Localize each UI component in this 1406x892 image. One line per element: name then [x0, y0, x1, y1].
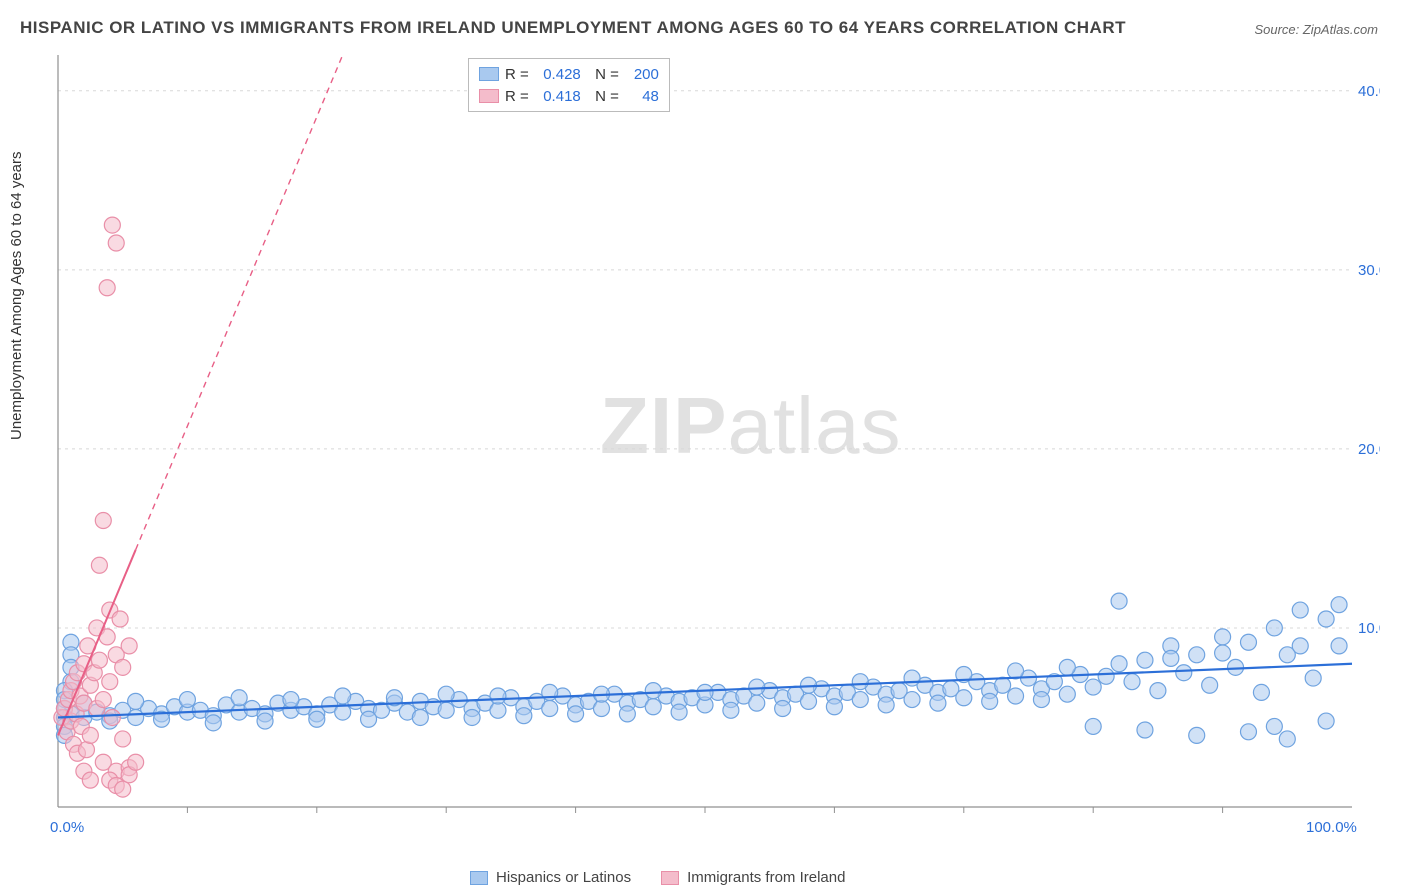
legend-r-label: R = — [505, 88, 529, 105]
legend-swatch-pink-icon — [661, 871, 679, 885]
svg-text:20.0%: 20.0% — [1358, 441, 1380, 458]
legend-n-value-blue: 200 — [625, 66, 659, 83]
legend-swatch-blue-icon — [470, 871, 488, 885]
x-tick-max: 100.0% — [1306, 819, 1357, 836]
series-legend: Hispanics or Latinos Immigrants from Ire… — [470, 869, 845, 886]
svg-text:40.0%: 40.0% — [1358, 83, 1380, 100]
legend-row-blue: R = 0.428 N = 200 — [479, 63, 659, 85]
legend-swatch-blue — [479, 67, 499, 81]
legend-row-pink: R = 0.418 N = 48 — [479, 85, 659, 107]
x-tick-min: 0.0% — [50, 819, 84, 836]
legend-item-blue: Hispanics or Latinos — [470, 869, 631, 886]
legend-label-blue: Hispanics or Latinos — [496, 869, 631, 886]
legend-r-value-blue: 0.428 — [535, 66, 581, 83]
legend-item-pink: Immigrants from Ireland — [661, 869, 845, 886]
legend-label-pink: Immigrants from Ireland — [687, 869, 845, 886]
legend-r-label: R = — [505, 66, 529, 83]
y-axis-label: Unemployment Among Ages 60 to 64 years — [8, 151, 25, 440]
legend-swatch-pink — [479, 89, 499, 103]
legend-n-label: N = — [587, 88, 619, 105]
source-label: Source: ZipAtlas.com — [1254, 22, 1378, 37]
scatter-plot: 10.0% 20.0% 30.0% 40.0% — [50, 55, 1380, 835]
correlation-legend: R = 0.428 N = 200 R = 0.418 N = 48 — [468, 58, 670, 112]
legend-n-label: N = — [587, 66, 619, 83]
chart-title: HISPANIC OR LATINO VS IMMIGRANTS FROM IR… — [20, 18, 1126, 38]
svg-text:30.0%: 30.0% — [1358, 262, 1380, 279]
legend-r-value-pink: 0.418 — [535, 88, 581, 105]
svg-text:10.0%: 10.0% — [1358, 620, 1380, 637]
legend-n-value-pink: 48 — [625, 88, 659, 105]
